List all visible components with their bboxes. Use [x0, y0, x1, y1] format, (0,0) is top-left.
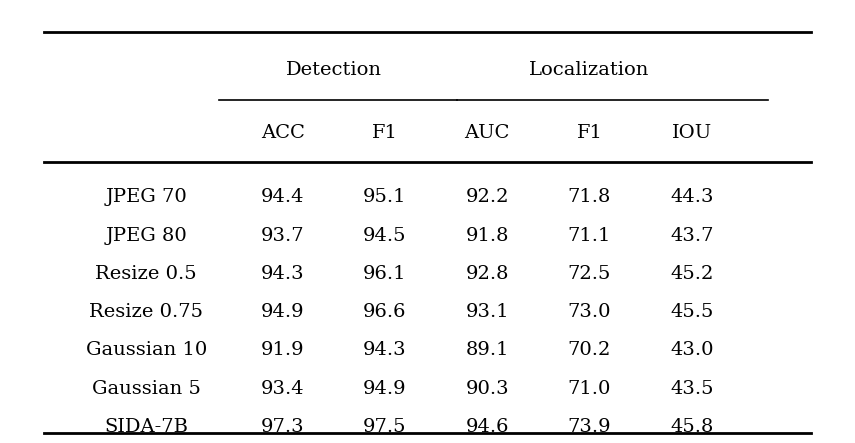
- Text: 94.3: 94.3: [363, 342, 407, 359]
- Text: Gaussian 10: Gaussian 10: [86, 342, 207, 359]
- Text: 97.5: 97.5: [363, 418, 407, 436]
- Text: 95.1: 95.1: [363, 188, 407, 206]
- Text: Resize 0.75: Resize 0.75: [89, 303, 203, 321]
- Text: Localization: Localization: [529, 61, 650, 78]
- Text: Detection: Detection: [286, 61, 381, 78]
- Text: 96.6: 96.6: [363, 303, 407, 321]
- Text: 43.0: 43.0: [670, 342, 713, 359]
- Text: 96.1: 96.1: [363, 265, 407, 283]
- Text: IOU: IOU: [672, 124, 711, 143]
- Text: 91.8: 91.8: [465, 226, 509, 245]
- Text: 94.6: 94.6: [465, 418, 509, 436]
- Text: 45.2: 45.2: [670, 265, 713, 283]
- Text: 91.9: 91.9: [261, 342, 304, 359]
- Text: 45.5: 45.5: [670, 303, 713, 321]
- Text: 43.7: 43.7: [670, 226, 713, 245]
- Text: 70.2: 70.2: [568, 342, 611, 359]
- Text: 43.5: 43.5: [670, 380, 713, 398]
- Text: 94.5: 94.5: [363, 226, 407, 245]
- Text: JPEG 70: JPEG 70: [105, 188, 187, 206]
- Text: 94.3: 94.3: [261, 265, 304, 283]
- Text: 71.8: 71.8: [568, 188, 611, 206]
- Text: 89.1: 89.1: [465, 342, 509, 359]
- Text: AUC: AUC: [464, 124, 510, 143]
- Text: 97.3: 97.3: [261, 418, 304, 436]
- Text: SIDA-7B: SIDA-7B: [104, 418, 188, 436]
- Text: 93.4: 93.4: [261, 380, 304, 398]
- Text: 92.8: 92.8: [465, 265, 509, 283]
- Text: F1: F1: [576, 124, 603, 143]
- Text: 45.8: 45.8: [670, 418, 713, 436]
- Text: 93.7: 93.7: [261, 226, 304, 245]
- Text: Gaussian 5: Gaussian 5: [91, 380, 201, 398]
- Text: Resize 0.5: Resize 0.5: [96, 265, 198, 283]
- Text: 44.3: 44.3: [670, 188, 713, 206]
- Text: JPEG 80: JPEG 80: [105, 226, 187, 245]
- Text: 92.2: 92.2: [465, 188, 509, 206]
- Text: 94.4: 94.4: [261, 188, 304, 206]
- Text: F1: F1: [372, 124, 398, 143]
- Text: ACC: ACC: [261, 124, 304, 143]
- Text: 71.0: 71.0: [568, 380, 611, 398]
- Text: 72.5: 72.5: [568, 265, 611, 283]
- Text: 94.9: 94.9: [363, 380, 407, 398]
- Text: 73.9: 73.9: [568, 418, 611, 436]
- Text: 93.1: 93.1: [465, 303, 509, 321]
- Text: 94.9: 94.9: [261, 303, 304, 321]
- Text: 71.1: 71.1: [568, 226, 611, 245]
- Text: 90.3: 90.3: [465, 380, 509, 398]
- Text: 73.0: 73.0: [568, 303, 611, 321]
